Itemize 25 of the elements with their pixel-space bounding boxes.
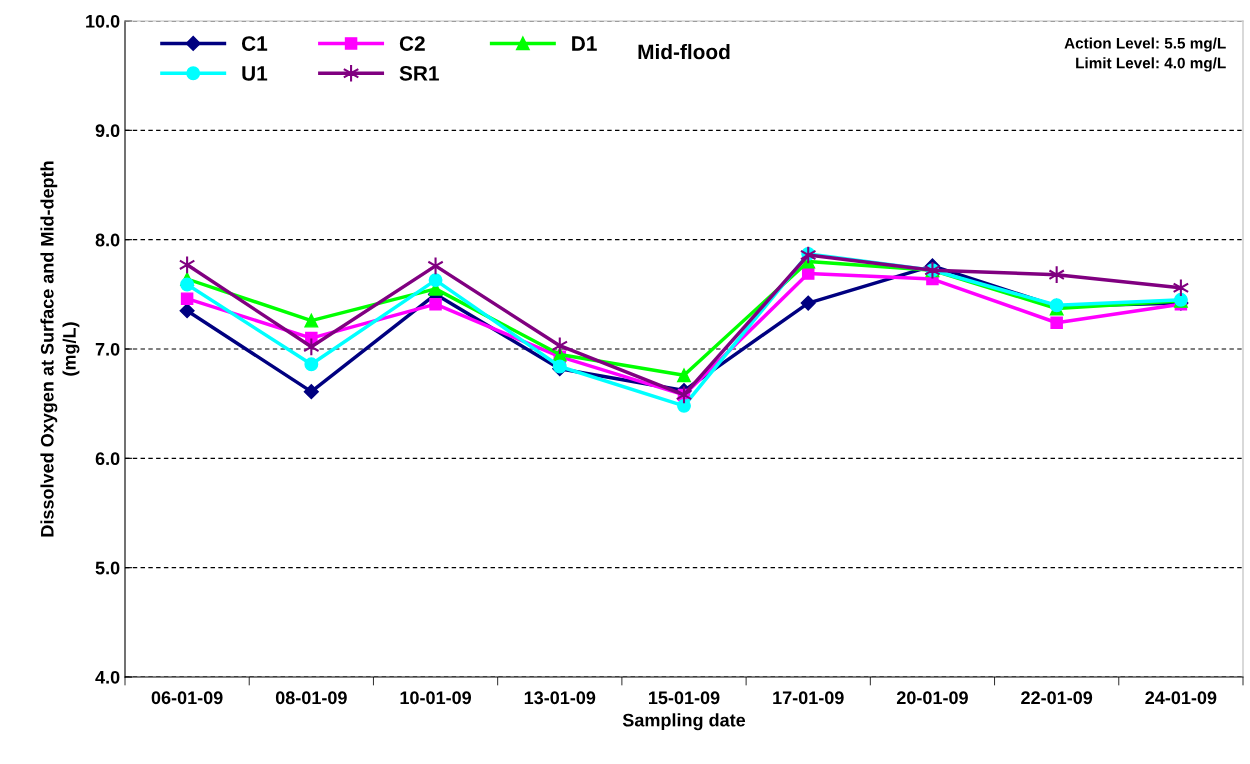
y-tick-label: 9.0 <box>95 124 120 138</box>
x-tick-label: 22-01-09 <box>1021 691 1093 705</box>
x-axis-title: Sampling date <box>622 713 746 731</box>
legend-label: C2 <box>399 36 425 51</box>
y-tick-label: 8.0 <box>95 233 120 247</box>
x-tick-label: 17-01-09 <box>773 691 844 705</box>
x-tick-label: 24-01-09 <box>1145 691 1217 705</box>
x-tick-label: 20-01-09 <box>896 691 968 705</box>
legend-label: SR1 <box>399 65 439 81</box>
annotation: Action Level: 5.5 mg/L Limit Level: 4.0 mg/L <box>1064 37 1226 72</box>
x-tick-label: 08-01-09 <box>275 691 347 705</box>
y-tick-label: 4.0 <box>95 670 120 684</box>
legend-label: U1 <box>242 66 268 81</box>
y-tick-label: 10.0 <box>86 14 120 28</box>
x-tick-label: 13-01-09 <box>524 691 596 705</box>
y-tick-label: 5.0 <box>95 561 120 575</box>
y-tick-label: 7.0 <box>95 342 120 356</box>
y-axis-title: Dissolved Oxygen at Surface and Mid-depth (mg/L) <box>40 161 80 537</box>
x-tick-label: 06-01-09 <box>151 691 223 705</box>
legend-label: D1 <box>572 36 597 51</box>
y-tick-label: 6.0 <box>95 452 120 466</box>
legend-label: C1 <box>241 36 268 51</box>
text: Mid-flood <box>638 43 730 60</box>
x-tick-label: 10-01-09 <box>400 691 472 705</box>
x-tick-label: 15-01-09 <box>649 691 720 705</box>
